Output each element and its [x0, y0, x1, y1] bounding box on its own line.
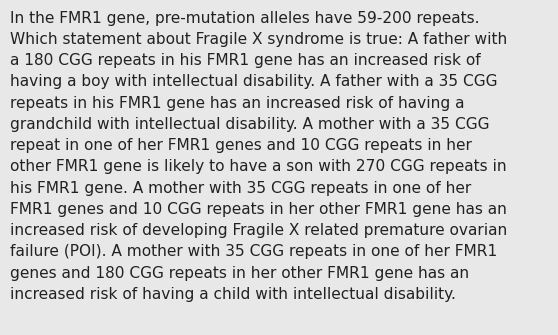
Text: In the FMR1 gene, pre-mutation alleles have 59-200 repeats.
Which statement abou: In the FMR1 gene, pre-mutation alleles h… [10, 11, 507, 302]
